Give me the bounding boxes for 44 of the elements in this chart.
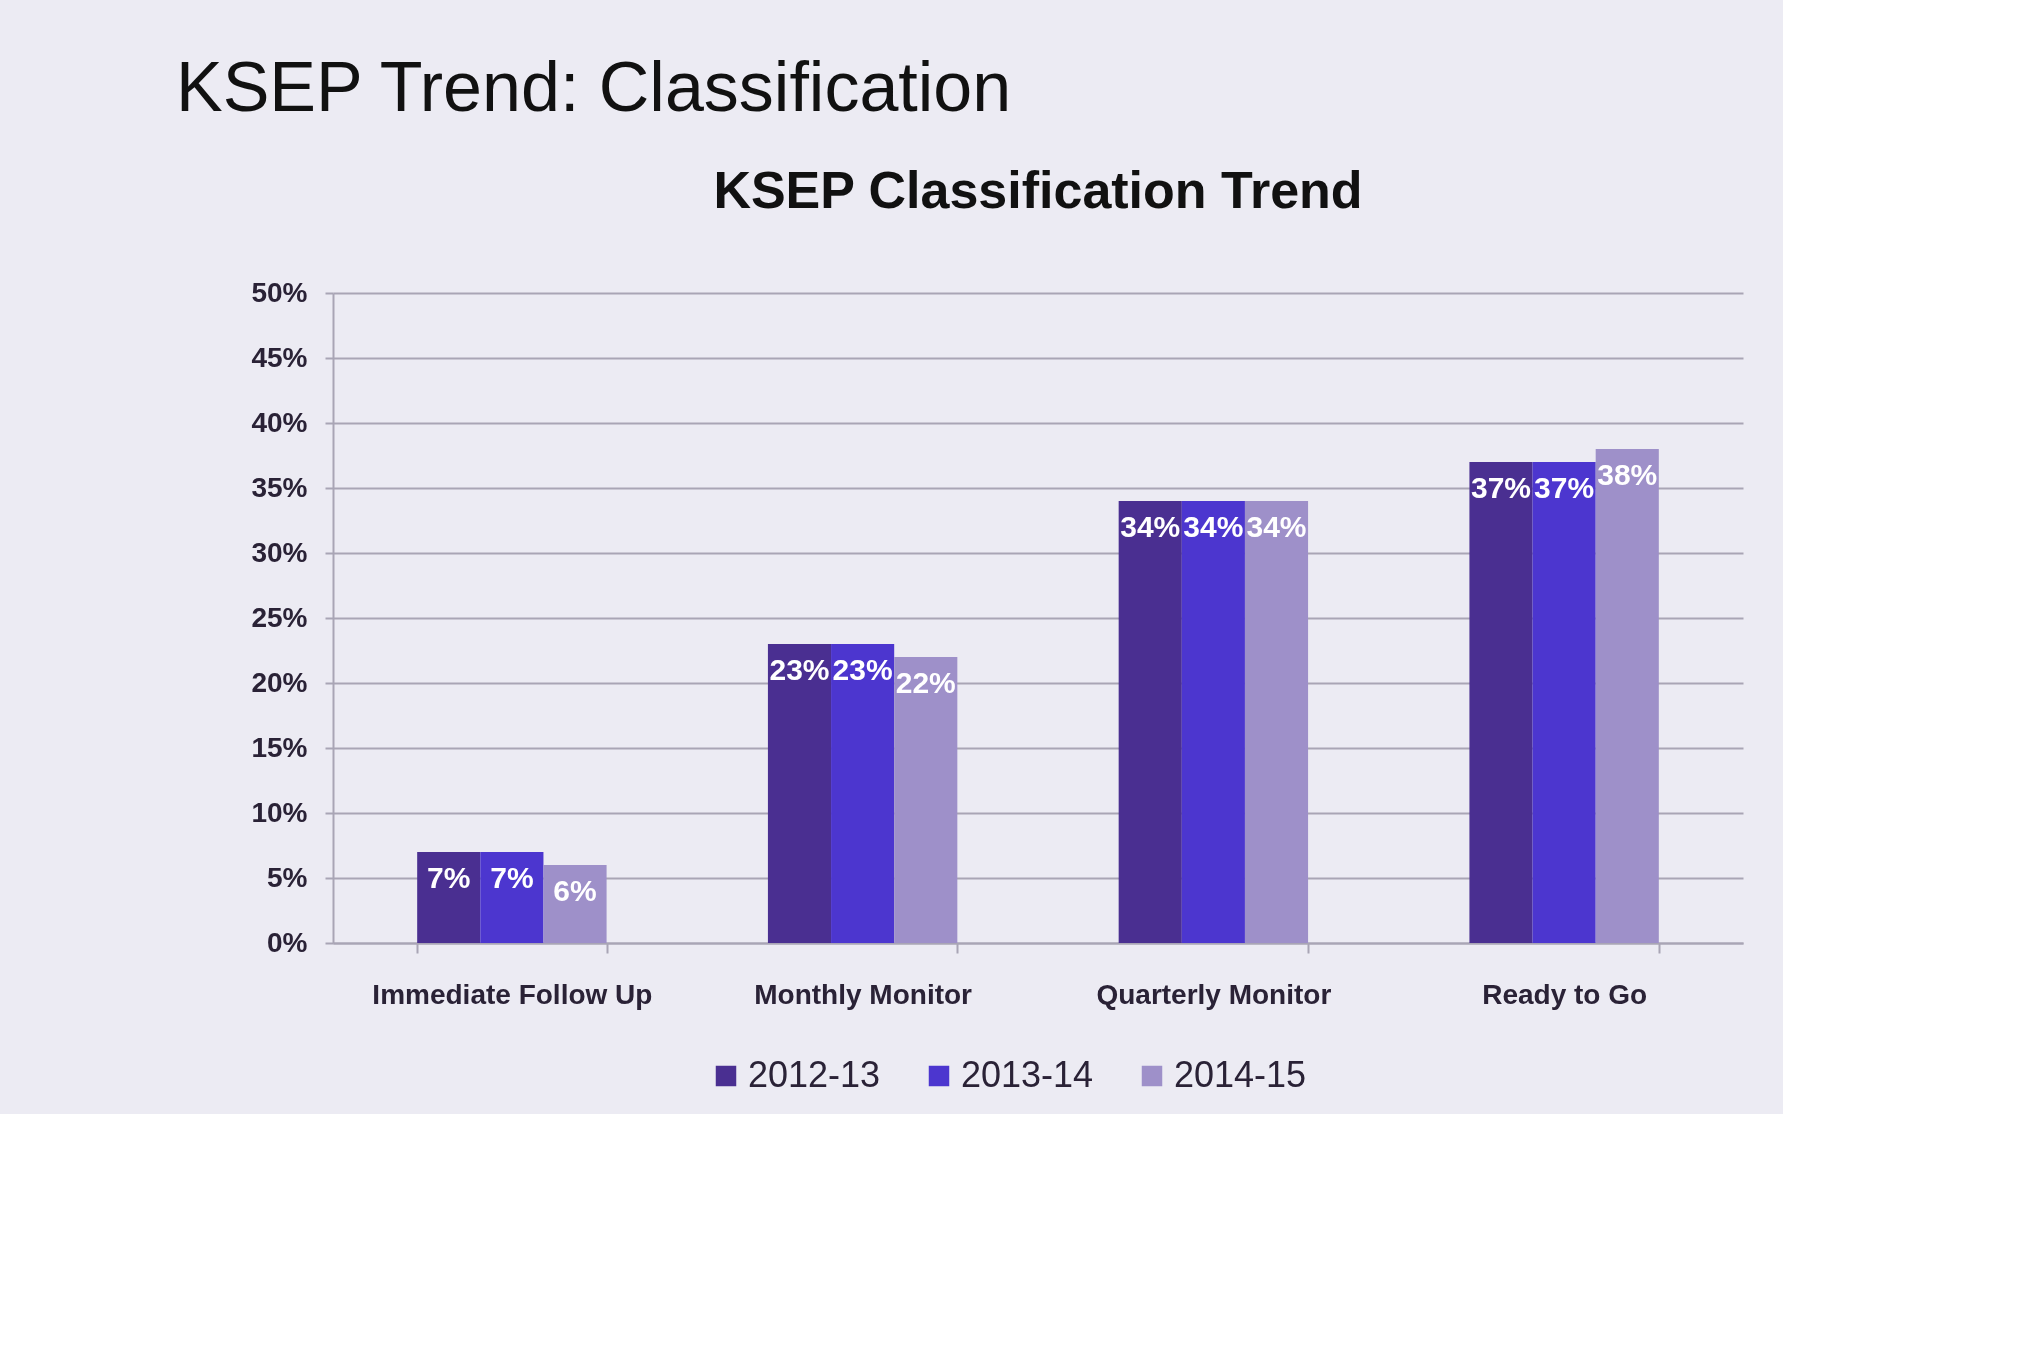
bar xyxy=(1469,462,1533,943)
bar xyxy=(1532,462,1596,943)
data-label: 34% xyxy=(1120,510,1181,543)
chart-subtitle: KSEP Classification Trend xyxy=(713,161,1363,219)
y-tick-label: 30% xyxy=(251,536,308,568)
data-label: 22% xyxy=(895,666,956,699)
data-label: 34% xyxy=(1246,510,1307,543)
legend-label: 2014-15 xyxy=(1174,1054,1307,1095)
bar xyxy=(894,657,958,943)
bar xyxy=(417,852,481,943)
bar xyxy=(831,644,895,943)
x-tick-label: Immediate Follow Up xyxy=(372,978,653,1010)
bar xyxy=(480,852,544,943)
legend-label: 2012-13 xyxy=(748,1054,881,1095)
bar xyxy=(543,865,607,943)
y-tick-label: 25% xyxy=(251,601,308,633)
legend-label: 2013-14 xyxy=(961,1054,1094,1095)
x-tick-label: Quarterly Monitor xyxy=(1096,978,1332,1010)
y-tick-label: 15% xyxy=(251,731,308,763)
y-tick-label: 45% xyxy=(251,341,308,373)
data-label: 37% xyxy=(1534,471,1595,504)
bar xyxy=(1244,501,1309,943)
y-tick-label: 35% xyxy=(251,471,308,503)
x-tick-label: Ready to Go xyxy=(1482,978,1648,1010)
y-tick-label: 50% xyxy=(251,276,308,308)
data-label: 38% xyxy=(1597,458,1658,491)
data-label: 7% xyxy=(490,861,534,894)
y-tick-label: 20% xyxy=(251,666,308,698)
data-label: 37% xyxy=(1470,471,1532,504)
y-tick-label: 5% xyxy=(267,861,308,893)
data-label: 23% xyxy=(832,653,893,686)
bar xyxy=(1181,501,1245,943)
data-label: 34% xyxy=(1183,510,1244,543)
data-label: 23% xyxy=(769,653,830,686)
data-label: 6% xyxy=(553,874,597,907)
y-tick-label: 0% xyxy=(267,926,308,958)
y-tick-label: 10% xyxy=(251,796,308,828)
bar xyxy=(1595,449,1659,943)
x-tick-label: Monthly Monitor xyxy=(754,978,973,1010)
data-label: 7% xyxy=(427,861,471,894)
chart-title: KSEP Trend: Classification xyxy=(175,48,1012,126)
y-tick-label: 40% xyxy=(251,406,308,438)
bar xyxy=(767,644,832,943)
bar xyxy=(1118,501,1182,943)
